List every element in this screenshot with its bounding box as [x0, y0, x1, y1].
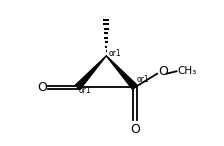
- Polygon shape: [106, 56, 137, 89]
- Text: O: O: [158, 65, 168, 78]
- Polygon shape: [75, 56, 106, 89]
- Text: or1: or1: [78, 86, 91, 95]
- Text: O: O: [130, 123, 140, 136]
- Text: or1: or1: [108, 49, 121, 58]
- Text: O: O: [38, 81, 47, 94]
- Text: or1: or1: [136, 75, 149, 84]
- Text: CH₃: CH₃: [177, 66, 196, 76]
